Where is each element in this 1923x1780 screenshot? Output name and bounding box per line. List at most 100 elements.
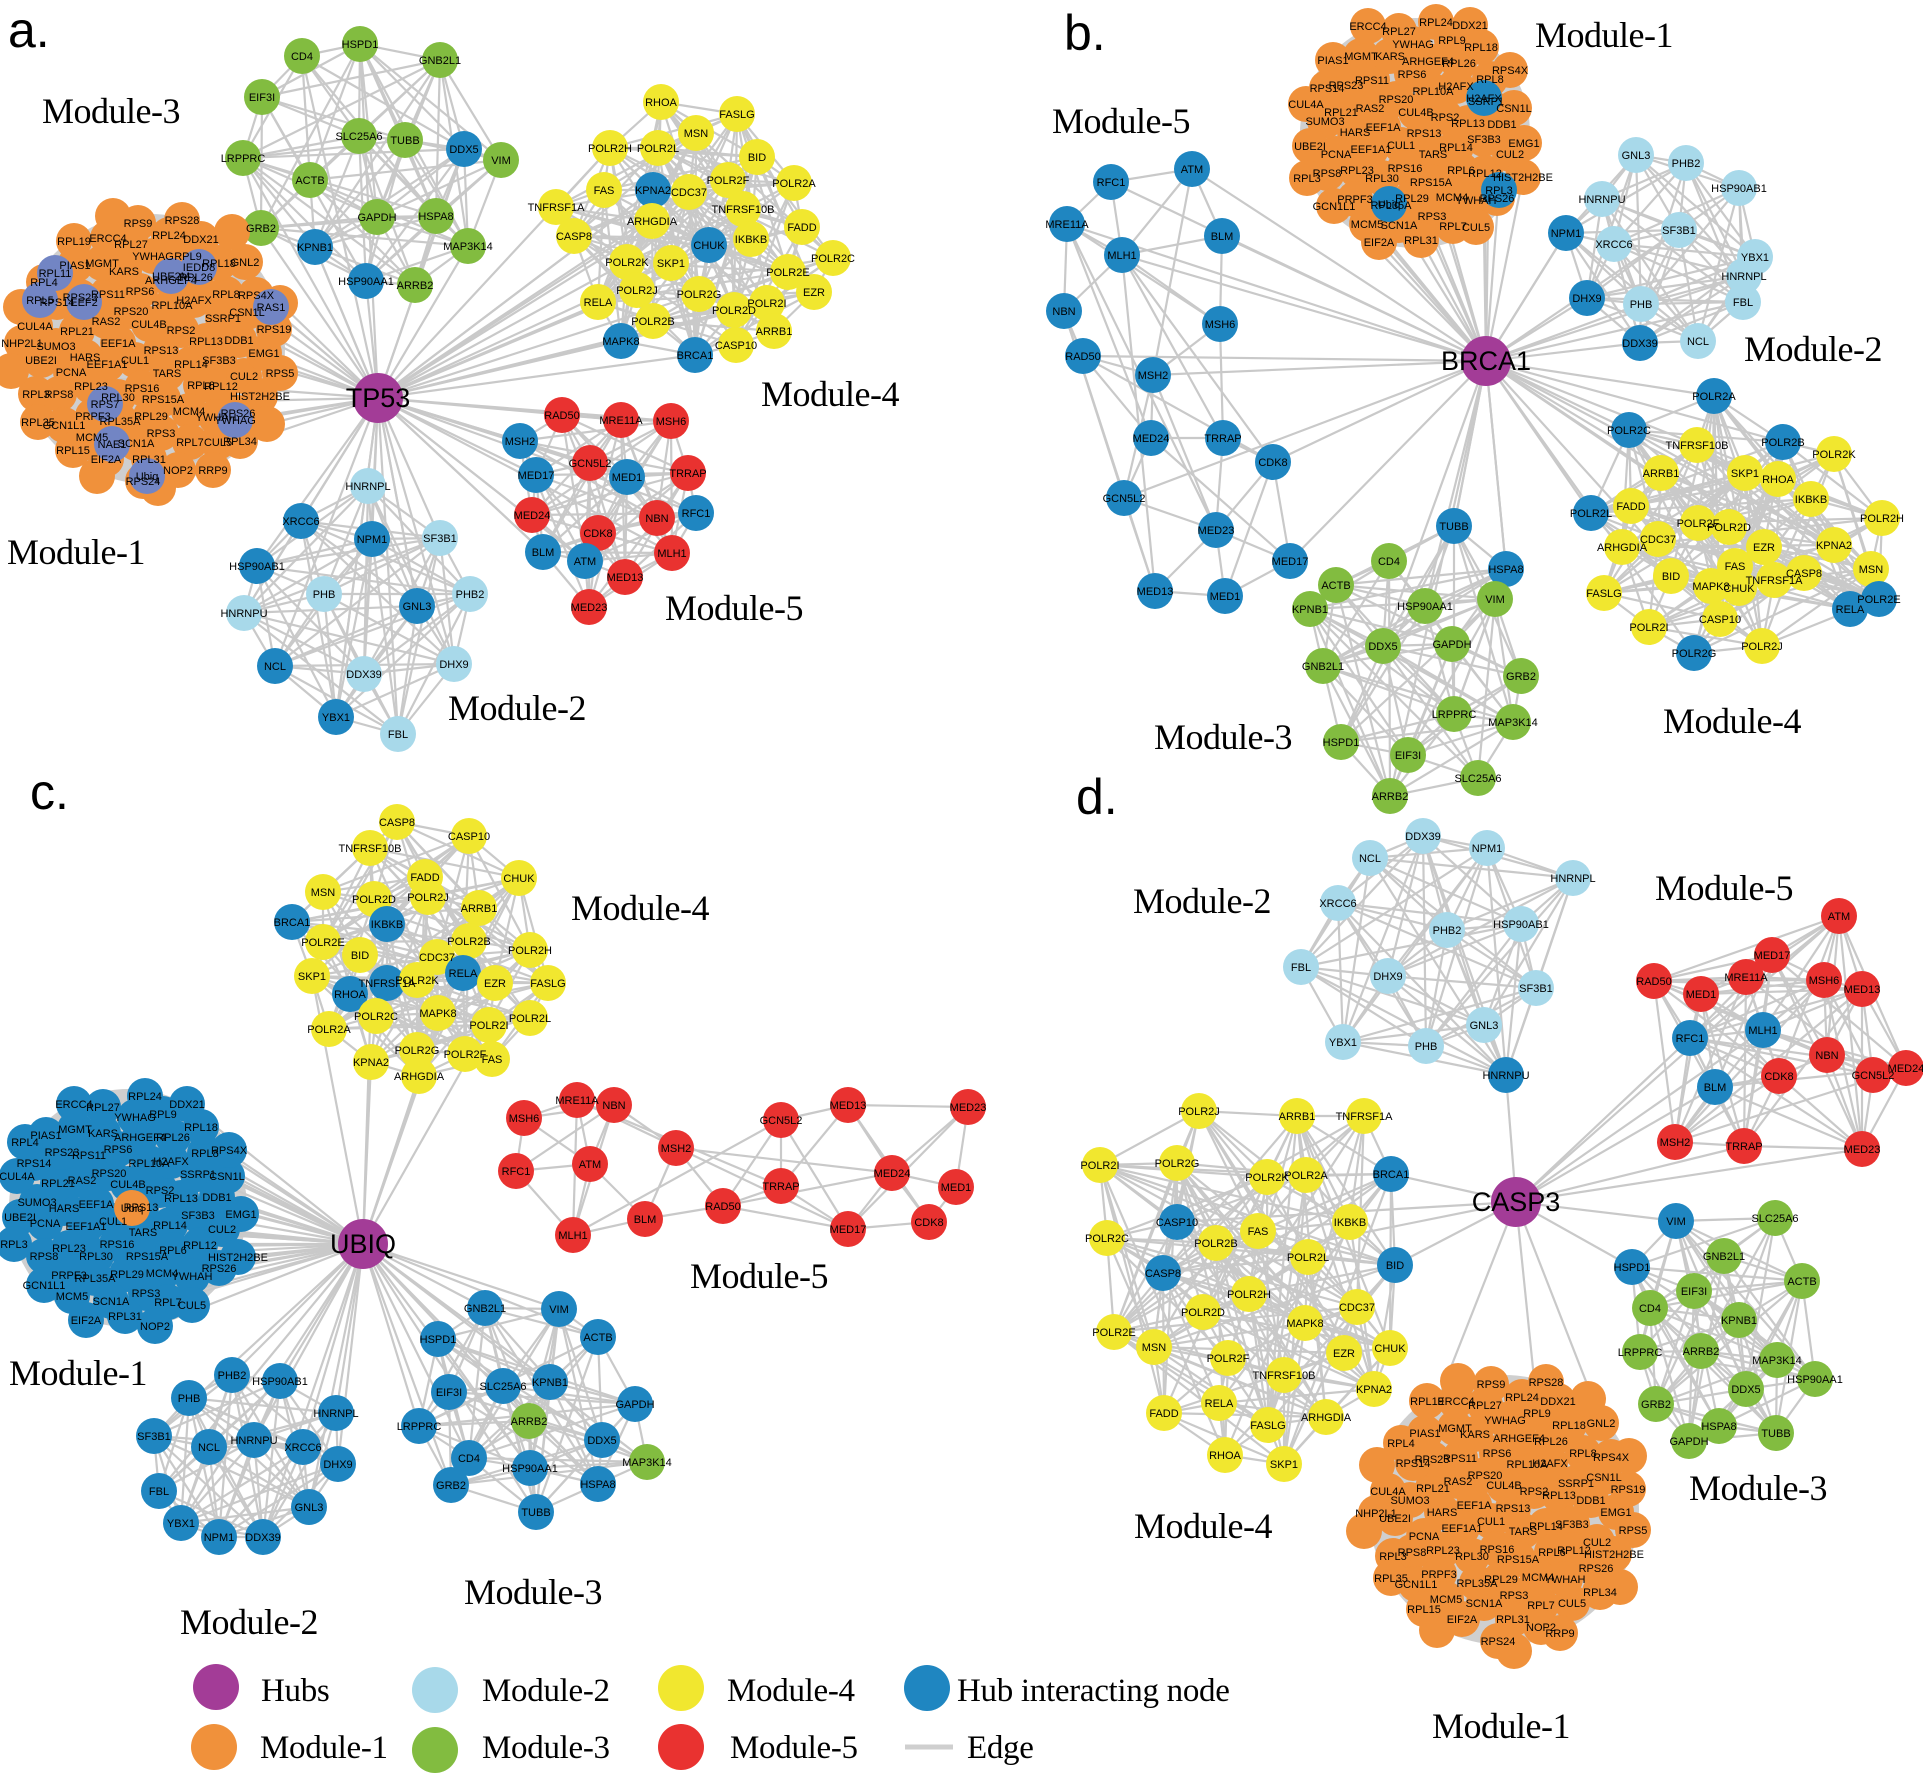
svg-text:Module-4: Module-4 bbox=[571, 888, 709, 928]
svg-text:RPL27: RPL27 bbox=[86, 1102, 120, 1114]
svg-text:GCN5L2: GCN5L2 bbox=[569, 458, 612, 470]
svg-text:RPL18: RPL18 bbox=[1464, 42, 1498, 54]
svg-text:RPL29: RPL29 bbox=[110, 1269, 144, 1281]
svg-text:MED17: MED17 bbox=[1272, 556, 1309, 568]
svg-text:RPS14: RPS14 bbox=[40, 297, 75, 309]
svg-text:RPL21: RPL21 bbox=[1416, 1483, 1450, 1495]
svg-text:TNFRSF1A: TNFRSF1A bbox=[528, 202, 586, 214]
svg-text:BRCA1: BRCA1 bbox=[677, 350, 714, 362]
svg-text:CASP10: CASP10 bbox=[1156, 1217, 1198, 1229]
svg-text:RPS2: RPS2 bbox=[1520, 1486, 1549, 1498]
svg-text:RPL24: RPL24 bbox=[128, 1091, 162, 1103]
svg-text:EZR: EZR bbox=[1333, 1348, 1355, 1360]
svg-text:RPS2: RPS2 bbox=[167, 325, 196, 337]
svg-text:Ubiq: Ubiq bbox=[121, 1203, 144, 1215]
svg-text:RPL26: RPL26 bbox=[156, 1132, 190, 1144]
svg-text:RPL10A: RPL10A bbox=[129, 1158, 171, 1170]
svg-text:RPL7: RPL7 bbox=[176, 437, 204, 449]
svg-text:CASP8: CASP8 bbox=[1786, 568, 1822, 580]
svg-text:RPL27: RPL27 bbox=[1468, 1400, 1502, 1412]
svg-text:NPM1: NPM1 bbox=[1472, 843, 1503, 855]
svg-text:MED23: MED23 bbox=[1198, 525, 1235, 537]
svg-text:RPL11: RPL11 bbox=[39, 268, 72, 280]
svg-text:RPL10A: RPL10A bbox=[1413, 86, 1455, 98]
svg-text:EIF2A: EIF2A bbox=[71, 1315, 102, 1327]
svg-text:XRCC6: XRCC6 bbox=[1319, 898, 1356, 910]
svg-text:MED24: MED24 bbox=[874, 1168, 911, 1180]
svg-text:MED1: MED1 bbox=[612, 472, 643, 484]
svg-text:NCL: NCL bbox=[264, 661, 286, 673]
svg-text:RPL12: RPL12 bbox=[204, 381, 238, 393]
svg-text:GRB2: GRB2 bbox=[1641, 1399, 1671, 1411]
svg-text:MGMT: MGMT bbox=[1438, 1423, 1472, 1435]
svg-text:PHB: PHB bbox=[1415, 1041, 1438, 1053]
svg-text:CHUK: CHUK bbox=[693, 240, 725, 252]
svg-text:POLR2B: POLR2B bbox=[1761, 437, 1804, 449]
svg-text:ERCC4: ERCC4 bbox=[1437, 1396, 1474, 1408]
svg-text:POLR2E: POLR2E bbox=[301, 937, 344, 949]
svg-text:CSN1L: CSN1L bbox=[209, 1171, 244, 1183]
svg-text:FBL: FBL bbox=[1733, 297, 1753, 309]
svg-text:CUL4A: CUL4A bbox=[17, 321, 53, 333]
svg-text:TARS: TARS bbox=[129, 1227, 158, 1239]
svg-text:PRPF3: PRPF3 bbox=[1337, 194, 1372, 206]
svg-text:BLM: BLM bbox=[532, 547, 555, 559]
svg-text:SF3B1: SF3B1 bbox=[1519, 983, 1553, 995]
svg-text:LRPPRC: LRPPRC bbox=[397, 1421, 442, 1433]
svg-text:RPL35A: RPL35A bbox=[1457, 1578, 1499, 1590]
svg-text:TNFRSF10B: TNFRSF10B bbox=[712, 204, 775, 216]
svg-text:RPL18: RPL18 bbox=[202, 258, 236, 270]
svg-text:POLR2A: POLR2A bbox=[1284, 1170, 1328, 1182]
svg-text:RPS4X: RPS4X bbox=[1492, 65, 1529, 77]
svg-text:RPS11: RPS11 bbox=[1355, 75, 1389, 87]
svg-text:SKP1: SKP1 bbox=[1270, 1459, 1298, 1471]
svg-text:CD4: CD4 bbox=[291, 51, 313, 63]
svg-text:RPL24: RPL24 bbox=[1419, 17, 1453, 29]
svg-text:CDK8: CDK8 bbox=[1764, 1071, 1793, 1083]
svg-text:EIF2A: EIF2A bbox=[1364, 237, 1395, 249]
svg-text:ARHGEF4: ARHGEF4 bbox=[114, 1132, 166, 1144]
svg-text:RELA: RELA bbox=[584, 297, 613, 309]
svg-text:RPS8: RPS8 bbox=[1313, 168, 1342, 180]
svg-text:MCM4: MCM4 bbox=[1436, 192, 1468, 204]
svg-text:DHX9: DHX9 bbox=[439, 659, 468, 671]
svg-text:ACTB: ACTB bbox=[1321, 580, 1350, 592]
svg-text:RPS11: RPS11 bbox=[91, 289, 125, 301]
svg-text:EMG1: EMG1 bbox=[248, 348, 279, 360]
svg-text:DDB1: DDB1 bbox=[224, 335, 253, 347]
svg-text:RPS16: RPS16 bbox=[1480, 1544, 1515, 1556]
svg-text:POLR2K: POLR2K bbox=[605, 257, 649, 269]
svg-text:POLR2B: POLR2B bbox=[631, 316, 674, 328]
svg-text:BID: BID bbox=[1662, 571, 1680, 583]
svg-text:MAP3K14: MAP3K14 bbox=[1488, 717, 1538, 729]
svg-text:PHB: PHB bbox=[313, 589, 336, 601]
svg-text:CASP8: CASP8 bbox=[1145, 1268, 1181, 1280]
svg-text:RPS9: RPS9 bbox=[124, 218, 153, 230]
svg-text:RPL10A: RPL10A bbox=[1507, 1459, 1549, 1471]
svg-text:DDX39: DDX39 bbox=[1405, 831, 1440, 843]
svg-text:POLR2J: POLR2J bbox=[616, 285, 658, 297]
svg-text:NPM1: NPM1 bbox=[357, 534, 388, 546]
svg-text:SCN1A: SCN1A bbox=[118, 438, 155, 450]
svg-text:EIF3I: EIF3I bbox=[436, 1387, 462, 1399]
svg-text:POLR2L: POLR2L bbox=[1287, 1252, 1329, 1264]
svg-text:SF3B3: SF3B3 bbox=[1467, 134, 1501, 146]
svg-text:Module-2: Module-2 bbox=[180, 1602, 318, 1642]
svg-text:EMG1: EMG1 bbox=[225, 1209, 256, 1221]
svg-text:UBE2I: UBE2I bbox=[1379, 1513, 1411, 1525]
svg-text:MAP3K14: MAP3K14 bbox=[622, 1457, 672, 1469]
svg-text:GNL3: GNL3 bbox=[1470, 1020, 1499, 1032]
svg-text:RPL3: RPL3 bbox=[1293, 173, 1321, 185]
svg-text:NCL: NCL bbox=[1687, 336, 1709, 348]
svg-text:CASP8: CASP8 bbox=[556, 231, 592, 243]
svg-text:H2AFX: H2AFX bbox=[176, 295, 212, 307]
svg-text:SCN1A: SCN1A bbox=[1381, 220, 1418, 232]
svg-text:TARS: TARS bbox=[1419, 149, 1448, 161]
svg-text:GAPDH: GAPDH bbox=[1432, 639, 1471, 651]
svg-text:Module-3: Module-3 bbox=[1154, 717, 1292, 757]
svg-text:RPL29: RPL29 bbox=[1484, 1574, 1518, 1586]
svg-text:TNFRSF10B: TNFRSF10B bbox=[1666, 440, 1729, 452]
svg-text:MSN: MSN bbox=[1859, 564, 1884, 576]
svg-text:SLC25A6: SLC25A6 bbox=[335, 131, 382, 143]
svg-text:GAPDH: GAPDH bbox=[1669, 1436, 1708, 1448]
